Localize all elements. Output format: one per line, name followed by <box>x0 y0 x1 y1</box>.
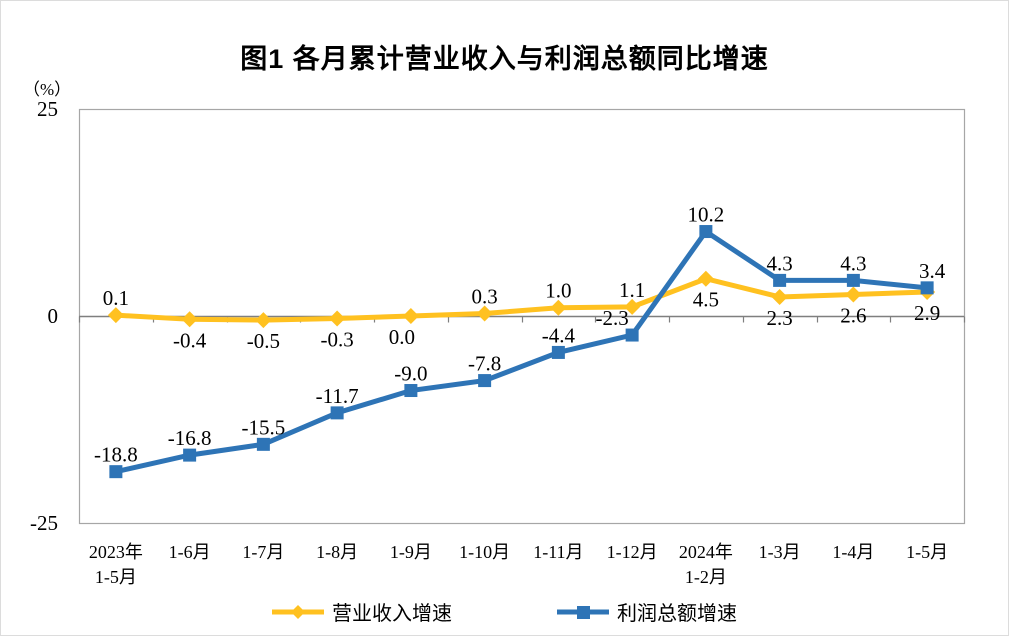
series-data-labels-profit-growth: -18.8 -16.8 -15.5 -11.7 -9.0 -7.8 -4.4 -2.3 10.2… <box>94 203 946 467</box>
data-label: -9.0 <box>394 362 427 386</box>
square-marker <box>256 437 270 451</box>
diamond-marker <box>697 270 714 287</box>
x-axis-tick-label: 1-8月 <box>316 542 358 562</box>
data-label: 3.4 <box>919 259 946 283</box>
data-label: -7.8 <box>468 352 501 376</box>
square-marker <box>699 225 713 239</box>
square-marker <box>846 273 860 287</box>
y-axis-tick-label: 0 <box>48 304 59 328</box>
x-axis-tick-label: 1-5月 <box>906 542 948 562</box>
data-label: 4.3 <box>840 251 866 275</box>
diamond-marker <box>771 288 788 305</box>
data-label: -2.3 <box>596 306 629 330</box>
square-marker <box>625 328 639 342</box>
data-label: -11.7 <box>316 384 359 408</box>
y-axis-labels: 25 0 -25 <box>30 97 58 535</box>
diamond-marker <box>255 312 272 329</box>
chart-title: 图1 各月累计营业收入与利润总额同比增速 <box>240 44 769 74</box>
legend-item-revenue-growth: 营业收入增速 <box>272 597 452 626</box>
square-marker <box>551 345 565 359</box>
data-label: 0.0 <box>389 325 415 349</box>
series-line-profit-growth <box>115 228 928 475</box>
legend-label: 营业收入增速 <box>332 603 452 625</box>
x-axis-tick-label: 1-9月 <box>390 542 432 562</box>
diamond-marker <box>624 298 641 315</box>
square-marker <box>478 374 492 388</box>
square-marker <box>109 465 123 479</box>
square-marker <box>183 448 197 462</box>
diamond-marker <box>550 299 567 316</box>
diamond-marker <box>402 308 419 324</box>
diamond-marker <box>329 310 346 327</box>
legend-marker-revenue-growth-icon <box>272 604 324 619</box>
x-axis-labels: 2023年 1-5月 1-6月 1-7月 1-8月 1-9月 1-10月 1-11月 1-12月… <box>89 542 948 587</box>
data-label: 0.3 <box>472 285 498 309</box>
square-marker <box>920 281 934 295</box>
x-axis-tick-label: 2024年 1-2月 <box>679 542 733 587</box>
square-marker <box>404 384 418 398</box>
data-label: -18.8 <box>94 443 138 467</box>
x-axis-tick-label: 1-4月 <box>832 542 874 562</box>
data-label: -0.5 <box>247 329 280 353</box>
data-label: 2.3 <box>767 306 793 330</box>
series-data-labels-revenue-growth: 0.1 -0.4 -0.5 -0.3 0.0 0.3 1.0 1.1 4.5 2.3 2.6 2.9 <box>103 278 941 353</box>
data-label: -4.4 <box>542 323 576 347</box>
legend-marker-profit-growth-icon <box>557 605 609 619</box>
diamond-marker <box>476 305 493 322</box>
x-axis-tick-label: 1-10月 <box>459 542 510 562</box>
data-label: 2.9 <box>914 301 940 325</box>
data-label: 4.5 <box>693 288 719 312</box>
diamond-marker <box>181 311 198 328</box>
data-label: -15.5 <box>242 415 286 439</box>
series-line-revenue-growth <box>115 276 928 323</box>
x-axis-tick-label: 1-6月 <box>169 542 211 562</box>
x-axis-tick-label: 1-12月 <box>607 542 658 562</box>
data-label: -16.8 <box>168 426 212 450</box>
legend-item-profit-growth: 利润总额增速 <box>557 597 737 626</box>
data-label: -0.4 <box>173 328 207 352</box>
data-label: 2.6 <box>840 303 866 327</box>
square-marker <box>773 273 787 287</box>
y-axis-tick-label: 25 <box>37 97 58 121</box>
series-markers-profit-growth <box>109 225 934 479</box>
data-label: 1.1 <box>619 278 645 302</box>
chart-legend: 营业收入增速 利润总额增速 <box>1 597 1008 626</box>
y-axis-unit-label: （%） <box>23 80 72 99</box>
x-axis-tick-label: 1-3月 <box>759 542 801 562</box>
data-label: 0.1 <box>103 286 129 310</box>
square-marker <box>330 406 344 420</box>
data-label: 4.3 <box>767 251 793 275</box>
data-label: 1.0 <box>545 279 571 303</box>
x-axis-tick-label: 1-7月 <box>242 542 284 562</box>
x-axis-tick-label: 1-11月 <box>533 542 583 562</box>
data-label: -0.3 <box>321 327 354 351</box>
y-axis-tick-label: -25 <box>30 511 58 535</box>
x-axis-tick-label: 2023年 1-5月 <box>89 542 143 587</box>
data-label: 10.2 <box>688 203 725 227</box>
diamond-marker <box>107 307 124 324</box>
legend-label: 利润总额增速 <box>617 603 737 625</box>
diamond-marker <box>845 286 862 303</box>
